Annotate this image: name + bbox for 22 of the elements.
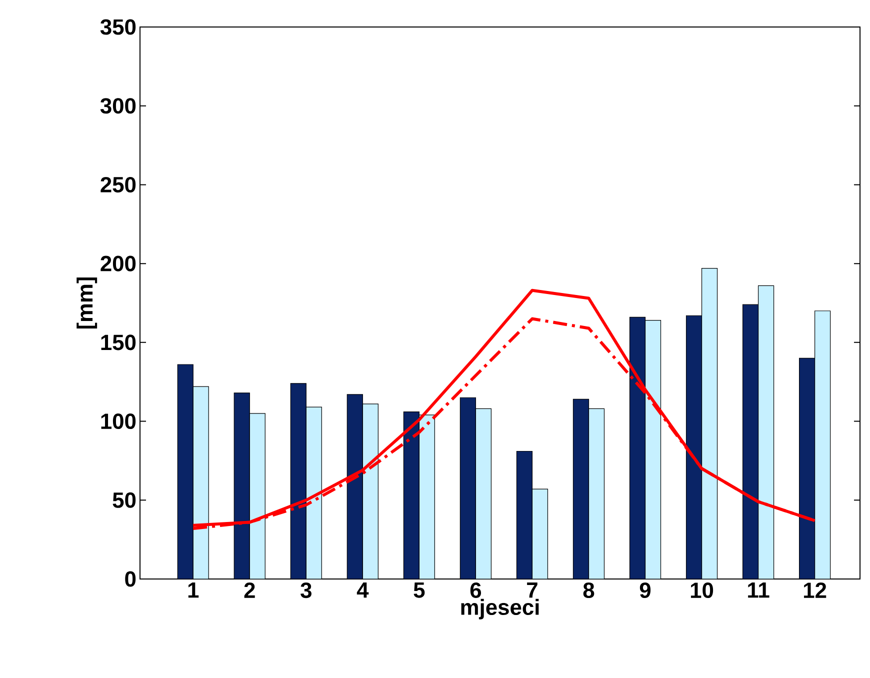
x-tick-label: 7	[527, 582, 538, 598]
x-tick-label: 8	[583, 582, 594, 598]
y-tick-label: 0	[125, 571, 136, 587]
y-tick-label: 100	[101, 414, 136, 430]
y-tick-label: 150	[101, 334, 136, 350]
x-tick-label: 9	[640, 582, 651, 598]
x-tick-label: 2	[244, 582, 255, 598]
x-tick-label: 11	[748, 582, 770, 598]
y-tick-label: 300	[100, 98, 136, 114]
x-tick-label: 5	[414, 582, 425, 598]
y-axis-title: [mm]	[76, 277, 98, 329]
y-tick-label: 50	[112, 492, 136, 508]
x-tick-label: 12	[804, 582, 826, 598]
x-tick-label: 6	[470, 582, 482, 598]
x-tick-label: 1	[188, 582, 199, 598]
y-tick-label: 200	[100, 256, 136, 272]
x-axis-title: mjeseci	[461, 598, 539, 620]
x-tick-label: 4	[356, 582, 369, 598]
x-tick-label: 10	[690, 582, 714, 598]
y-tick-label: 250	[100, 176, 136, 192]
x-tick-label: 3	[300, 582, 312, 598]
y-tick-label: 350	[100, 19, 136, 35]
